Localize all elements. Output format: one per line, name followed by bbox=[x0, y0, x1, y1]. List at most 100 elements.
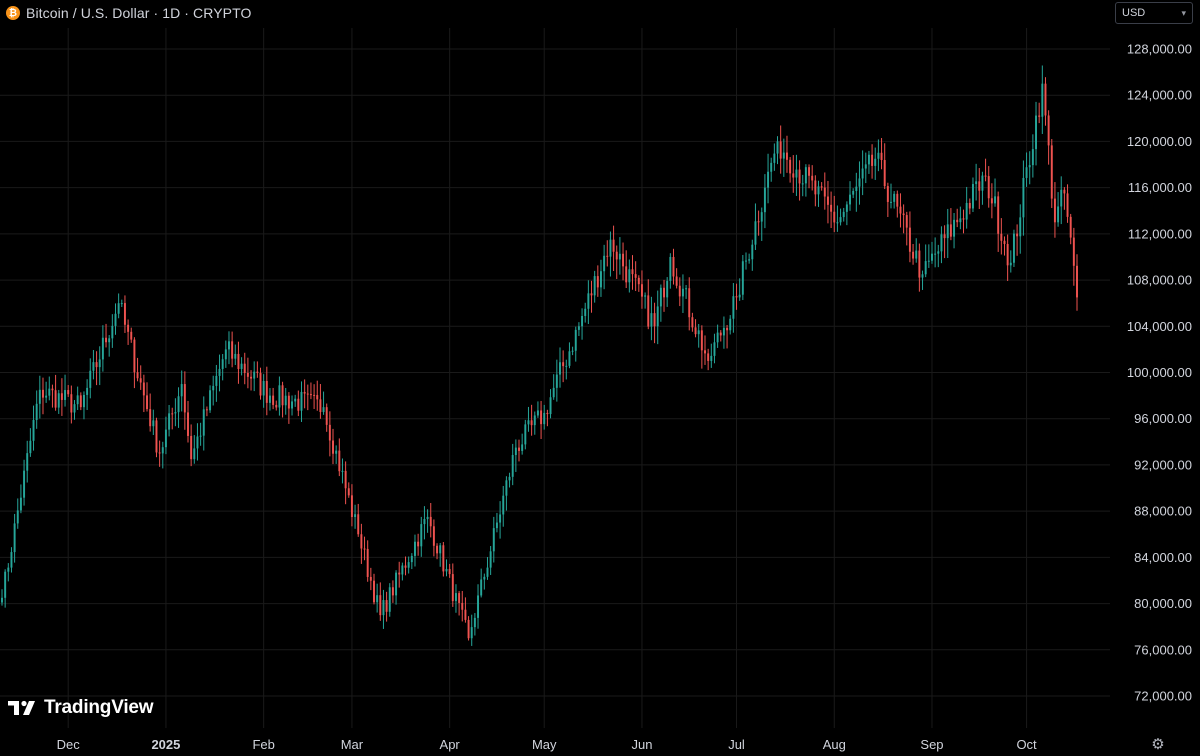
candle bbox=[234, 344, 237, 366]
candle-body bbox=[912, 251, 915, 259]
candle bbox=[366, 540, 369, 582]
candle bbox=[357, 503, 360, 537]
candle-body bbox=[486, 567, 489, 577]
candle bbox=[855, 172, 858, 212]
candle bbox=[309, 382, 312, 400]
candle bbox=[732, 283, 735, 333]
candle bbox=[640, 270, 643, 309]
candle bbox=[808, 164, 811, 189]
candle-body bbox=[975, 181, 978, 185]
candle bbox=[391, 580, 394, 603]
candle bbox=[316, 380, 319, 411]
candle bbox=[73, 400, 76, 420]
candle-body bbox=[997, 196, 1000, 234]
candle-body bbox=[92, 362, 95, 371]
candle bbox=[886, 182, 889, 218]
candle-body bbox=[833, 211, 836, 223]
candle bbox=[568, 342, 571, 369]
candle bbox=[347, 482, 350, 498]
candle bbox=[861, 150, 864, 196]
candle-body bbox=[32, 420, 35, 441]
candle bbox=[656, 290, 659, 345]
candle-body bbox=[319, 399, 322, 413]
candle bbox=[726, 325, 729, 349]
candle bbox=[599, 259, 602, 297]
candle bbox=[1044, 77, 1047, 126]
currency-selector[interactable]: USD ▾ bbox=[1115, 2, 1193, 24]
candle-body bbox=[101, 337, 104, 360]
candle-body bbox=[1076, 265, 1078, 298]
candle-body bbox=[760, 212, 763, 222]
candle bbox=[243, 352, 246, 385]
candle-body bbox=[442, 545, 445, 572]
candle bbox=[32, 405, 35, 451]
candle-body bbox=[4, 571, 7, 598]
price-axis[interactable]: 72,000.00 76,000.00 80,000.00 84,000.00 88,0… bbox=[1127, 42, 1192, 704]
time-axis[interactable]: Dec 2025 Feb Mar Apr May Jun Jul Aug Sep Oct bbox=[57, 737, 1037, 752]
candle bbox=[218, 354, 221, 392]
candle-body bbox=[801, 183, 804, 185]
candle-body bbox=[26, 453, 29, 471]
y-tick-label: 88,000.00 bbox=[1134, 504, 1192, 519]
candle-body bbox=[152, 420, 155, 427]
candle-body bbox=[577, 326, 580, 330]
candle bbox=[284, 387, 287, 415]
candle bbox=[801, 174, 804, 197]
candle-body bbox=[98, 359, 101, 368]
candle-body bbox=[42, 389, 44, 398]
candle-body bbox=[924, 261, 927, 275]
tradingview-logo[interactable]: TradingView bbox=[8, 697, 154, 719]
candle-body bbox=[574, 329, 577, 351]
candle-body bbox=[64, 390, 67, 400]
candle bbox=[205, 406, 208, 417]
candle bbox=[215, 364, 218, 402]
candle-body bbox=[559, 362, 561, 375]
candle bbox=[606, 240, 609, 267]
candle-body bbox=[388, 587, 391, 612]
candle bbox=[240, 357, 243, 376]
candle bbox=[183, 371, 186, 430]
candle-body bbox=[489, 551, 492, 568]
candle-body bbox=[637, 277, 640, 285]
x-tick-label: Aug bbox=[823, 737, 846, 752]
candle bbox=[817, 180, 820, 207]
candle-body bbox=[713, 342, 716, 356]
candle-body bbox=[1031, 149, 1034, 166]
candle-body bbox=[193, 448, 196, 460]
candle bbox=[322, 391, 325, 415]
candle-body bbox=[309, 394, 312, 396]
chart-settings-button[interactable]: ⚙ bbox=[1149, 735, 1167, 753]
candle bbox=[675, 268, 678, 289]
candle-body bbox=[770, 162, 773, 172]
candle-body bbox=[1060, 189, 1063, 207]
candle-body bbox=[927, 260, 930, 262]
candle-body bbox=[590, 293, 593, 296]
candle-body bbox=[700, 330, 703, 351]
candle bbox=[385, 591, 388, 622]
candle bbox=[521, 433, 524, 455]
candle-body bbox=[968, 202, 971, 209]
candle bbox=[82, 391, 85, 420]
candle bbox=[1066, 184, 1069, 223]
candle-body bbox=[35, 403, 38, 421]
candle-body bbox=[518, 447, 520, 451]
candle bbox=[849, 181, 851, 211]
candle bbox=[410, 553, 413, 570]
candle-body bbox=[880, 152, 883, 161]
candle bbox=[369, 567, 372, 591]
candle bbox=[272, 387, 275, 410]
x-tick-label: Oct bbox=[1016, 737, 1037, 752]
candle bbox=[908, 211, 911, 263]
candle bbox=[196, 423, 199, 461]
candle-body bbox=[867, 154, 870, 165]
candle bbox=[177, 387, 180, 428]
candle-body bbox=[1019, 217, 1022, 237]
candle bbox=[1038, 102, 1041, 124]
candle-body bbox=[565, 365, 568, 367]
candle bbox=[79, 392, 82, 411]
candle bbox=[811, 165, 814, 191]
symbol-title[interactable]: Bitcoin / U.S. Dollar · 1D · CRYPTO bbox=[26, 5, 252, 21]
candle-body bbox=[719, 332, 722, 336]
candle-body bbox=[369, 576, 372, 581]
